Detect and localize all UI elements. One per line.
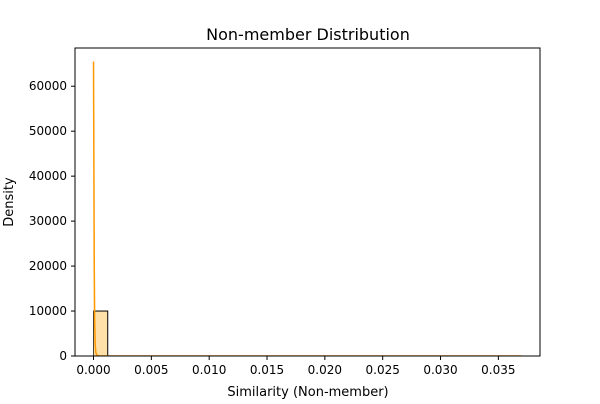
- x-tick-label: 0.035: [481, 363, 515, 377]
- y-axis: 0 10000 20000 30000 40000 50000 60000: [29, 79, 75, 363]
- plot-frame: [74, 47, 541, 357]
- x-tick-label: 0.005: [134, 363, 168, 377]
- y-axis-label: Density: [2, 177, 17, 227]
- x-tick-label: 0.010: [192, 363, 226, 377]
- y-tick-label: 20000: [29, 259, 67, 273]
- plot-area: [74, 47, 541, 357]
- y-tick-label: 60000: [29, 79, 67, 93]
- x-axis: 0.000 0.005 0.010 0.015 0.020 0.025 0.030 0.035: [76, 356, 516, 377]
- kde-layer: [92, 61, 522, 356]
- x-tick-label: 0.025: [366, 363, 400, 377]
- y-tick-label: 0: [59, 349, 67, 363]
- kde-area: [93, 61, 522, 356]
- x-tick-label: 0.015: [250, 363, 284, 377]
- x-tick-label: 0.020: [308, 363, 342, 377]
- y-tick-label: 10000: [29, 304, 67, 318]
- chart-title: Non-member Distribution: [206, 25, 410, 44]
- x-axis-label: Similarity (Non-member): [227, 385, 388, 400]
- y-tick-label: 30000: [29, 214, 67, 228]
- x-tick-label: 0.030: [423, 363, 457, 377]
- y-tick-label: 40000: [29, 169, 67, 183]
- x-tick-label: 0.000: [76, 363, 110, 377]
- kde-line: [92, 61, 522, 356]
- y-tick-label: 50000: [29, 124, 67, 138]
